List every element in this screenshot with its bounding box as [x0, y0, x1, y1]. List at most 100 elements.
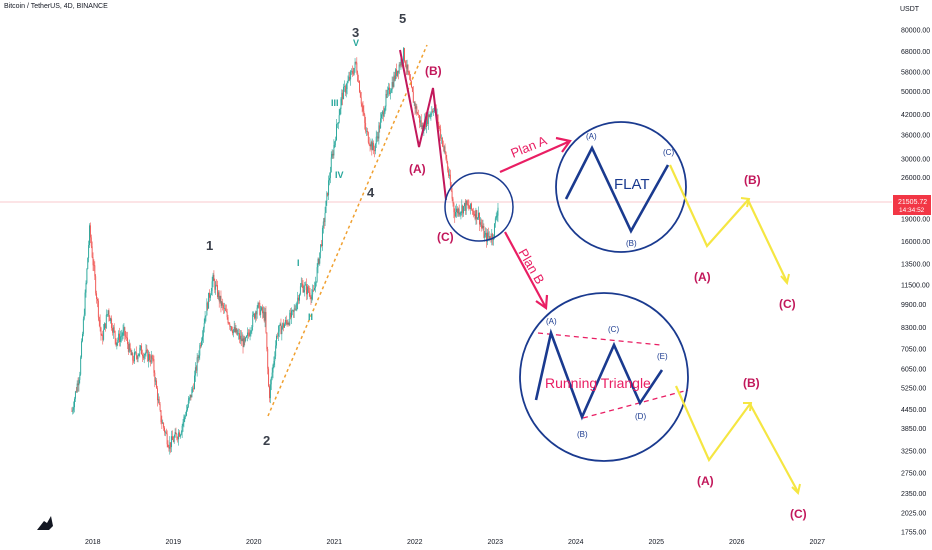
candle-body: [397, 70, 399, 73]
candle-body: [152, 358, 154, 360]
candle-body: [128, 343, 130, 352]
current-price-countdown: 14:34:52: [899, 207, 925, 214]
candle-body: [208, 292, 210, 309]
candle-body: [221, 302, 223, 306]
candle-body: [283, 323, 285, 328]
candle-body: [233, 326, 235, 330]
candle-body: [294, 308, 296, 310]
candle-body: [91, 246, 93, 258]
candle-body: [363, 111, 365, 115]
candle-body: [431, 110, 433, 115]
candle-body: [403, 48, 405, 61]
candle-body: [305, 284, 307, 286]
candle-body: [167, 444, 169, 448]
candle-body: [232, 329, 234, 334]
candle-body: [407, 64, 409, 73]
price-axis[interactable]: USDT 80000.00 68000.00 58000.00 50000.00 420…: [900, 6, 930, 536]
candle-body: [454, 212, 456, 217]
candle-body: [100, 327, 102, 336]
candle-body: [296, 302, 298, 310]
candle-body: [156, 380, 158, 389]
candle-body: [237, 333, 239, 335]
candle-body: [274, 356, 276, 362]
candle-body: [408, 72, 410, 75]
candle-body: [252, 314, 254, 328]
wave-1-label: 1: [206, 238, 213, 253]
candle-body: [239, 333, 240, 340]
candle-body: [249, 332, 251, 336]
time-axis[interactable]: 2018 2019 2020 2021 2022 2023 2024 2025 2026 2027: [85, 539, 825, 546]
candle-body: [140, 345, 142, 348]
y-tick-label: 7050.00: [901, 347, 926, 354]
candle-body: [290, 312, 292, 318]
candle-body: [319, 252, 321, 264]
projection-plan-b: [674, 385, 799, 493]
candle-body: [139, 347, 141, 354]
candle-body: [345, 89, 347, 93]
candle-body: [443, 146, 445, 148]
projection-plan-a-arrowhead: [740, 197, 751, 208]
candle-body: [371, 141, 373, 151]
candle-body: [266, 332, 268, 350]
candle-body: [419, 120, 421, 123]
candle-body: [421, 125, 423, 127]
x-tick-label: 2020: [246, 539, 262, 546]
candle-body: [494, 218, 496, 224]
candle-body: [99, 319, 101, 328]
x-tick-label: 2019: [166, 539, 182, 546]
y-tick-label: 6050.00: [901, 367, 926, 374]
candle-body: [360, 97, 362, 104]
candle-body: [242, 338, 244, 347]
candle-body: [109, 316, 111, 321]
candle-body: [276, 335, 277, 346]
candle-body: [281, 327, 283, 335]
candle-body: [299, 294, 300, 301]
candle-body: [154, 372, 156, 382]
candle-body: [157, 399, 159, 401]
candle-body: [133, 360, 135, 362]
candle-body: [493, 223, 495, 238]
candle-body: [370, 141, 372, 147]
candle-body: [153, 359, 155, 373]
candle-body: [136, 355, 138, 359]
candle-body: [246, 332, 248, 336]
candle-body: [248, 334, 250, 336]
candle-body: [169, 442, 171, 449]
candle-body: [295, 309, 297, 310]
y-tick-label: 1755.00: [901, 529, 926, 536]
candle-body: [254, 313, 255, 319]
candle-body: [272, 364, 274, 373]
candle-body: [280, 323, 282, 335]
candle-body: [374, 150, 375, 152]
candle-body: [142, 356, 144, 359]
candle-body: [278, 325, 280, 332]
candle-body: [191, 389, 193, 398]
wave-2-label: 2: [263, 433, 270, 448]
candle-body: [201, 336, 203, 341]
correction-a-label: (A): [409, 162, 426, 176]
candle-body: [399, 64, 401, 66]
candle-body: [390, 90, 392, 93]
candle-body: [144, 354, 146, 356]
candle-body: [258, 302, 260, 304]
candle-body: [415, 106, 417, 109]
candle-body: [156, 388, 158, 401]
candle-body: [123, 327, 125, 331]
candle-body: [329, 172, 331, 179]
triangle-point-a: (A): [546, 317, 557, 326]
y-tick-label: 2025.00: [901, 511, 926, 518]
candle-body: [292, 310, 294, 312]
candle-body: [80, 357, 82, 375]
candle-body: [101, 335, 103, 336]
candle-body: [395, 69, 397, 80]
proj-b-c-label: (C): [790, 507, 807, 521]
candle-body: [78, 379, 80, 386]
candle-body: [230, 326, 232, 328]
candle-body: [308, 291, 310, 293]
candle-body: [251, 327, 253, 332]
candle-body: [464, 203, 466, 211]
candle-body: [300, 283, 302, 287]
candle-body: [177, 438, 179, 440]
candle-body: [127, 337, 128, 345]
